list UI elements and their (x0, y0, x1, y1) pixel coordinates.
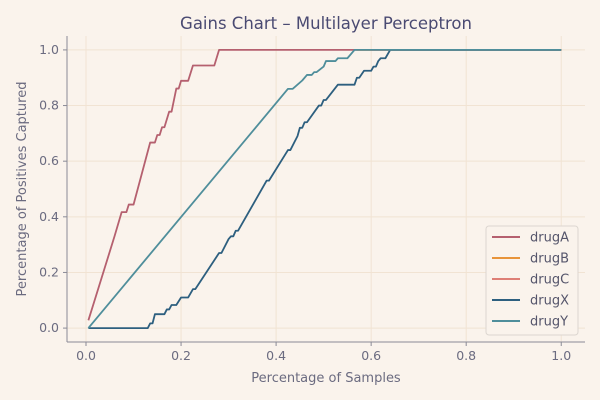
x-tick-label: 0.8 (456, 348, 476, 363)
legend-label-drugA: drugA (530, 231, 569, 246)
x-tick-label: 0.2 (171, 348, 191, 363)
x-tick-label: 0.0 (76, 348, 96, 363)
x-ticks: 0.0 0.2 0.4 0.6 0.8 1.0 (76, 342, 571, 363)
y-axis-label: Percentage of Positives Captured (15, 82, 30, 297)
series-line-drugX (88, 49, 562, 329)
y-tick-label: 0.8 (39, 98, 59, 113)
x-axis-label: Percentage of Samples (251, 371, 401, 386)
series-line-drugY (87, 49, 562, 329)
y-tick-label: 0.2 (39, 264, 59, 279)
legend-label-drugX: drugX (530, 294, 569, 309)
grid (67, 36, 585, 342)
x-tick-label: 0.6 (361, 348, 381, 363)
x-tick-label: 0.4 (266, 348, 286, 363)
legend-label-drugY: drugY (530, 315, 568, 330)
legend: drugA drugB drugC drugX drugY (485, 225, 579, 336)
legend-box (485, 225, 579, 336)
y-tick-label: 1.0 (39, 42, 59, 57)
series-line-drugA (87, 49, 562, 321)
y-tick-label: 0.4 (39, 209, 59, 224)
y-tick-label: 0.0 (39, 320, 59, 335)
chart-title: Gains Chart – Multilayer Perceptron (180, 14, 472, 33)
legend-label-drugC: drugC (530, 273, 569, 288)
series-layer (87, 49, 562, 329)
y-tick-label: 0.6 (39, 153, 59, 168)
legend-label-drugB: drugB (530, 252, 569, 267)
y-ticks: 0.0 0.2 0.4 0.6 0.8 1.0 (39, 42, 67, 335)
x-tick-label: 1.0 (551, 348, 571, 363)
